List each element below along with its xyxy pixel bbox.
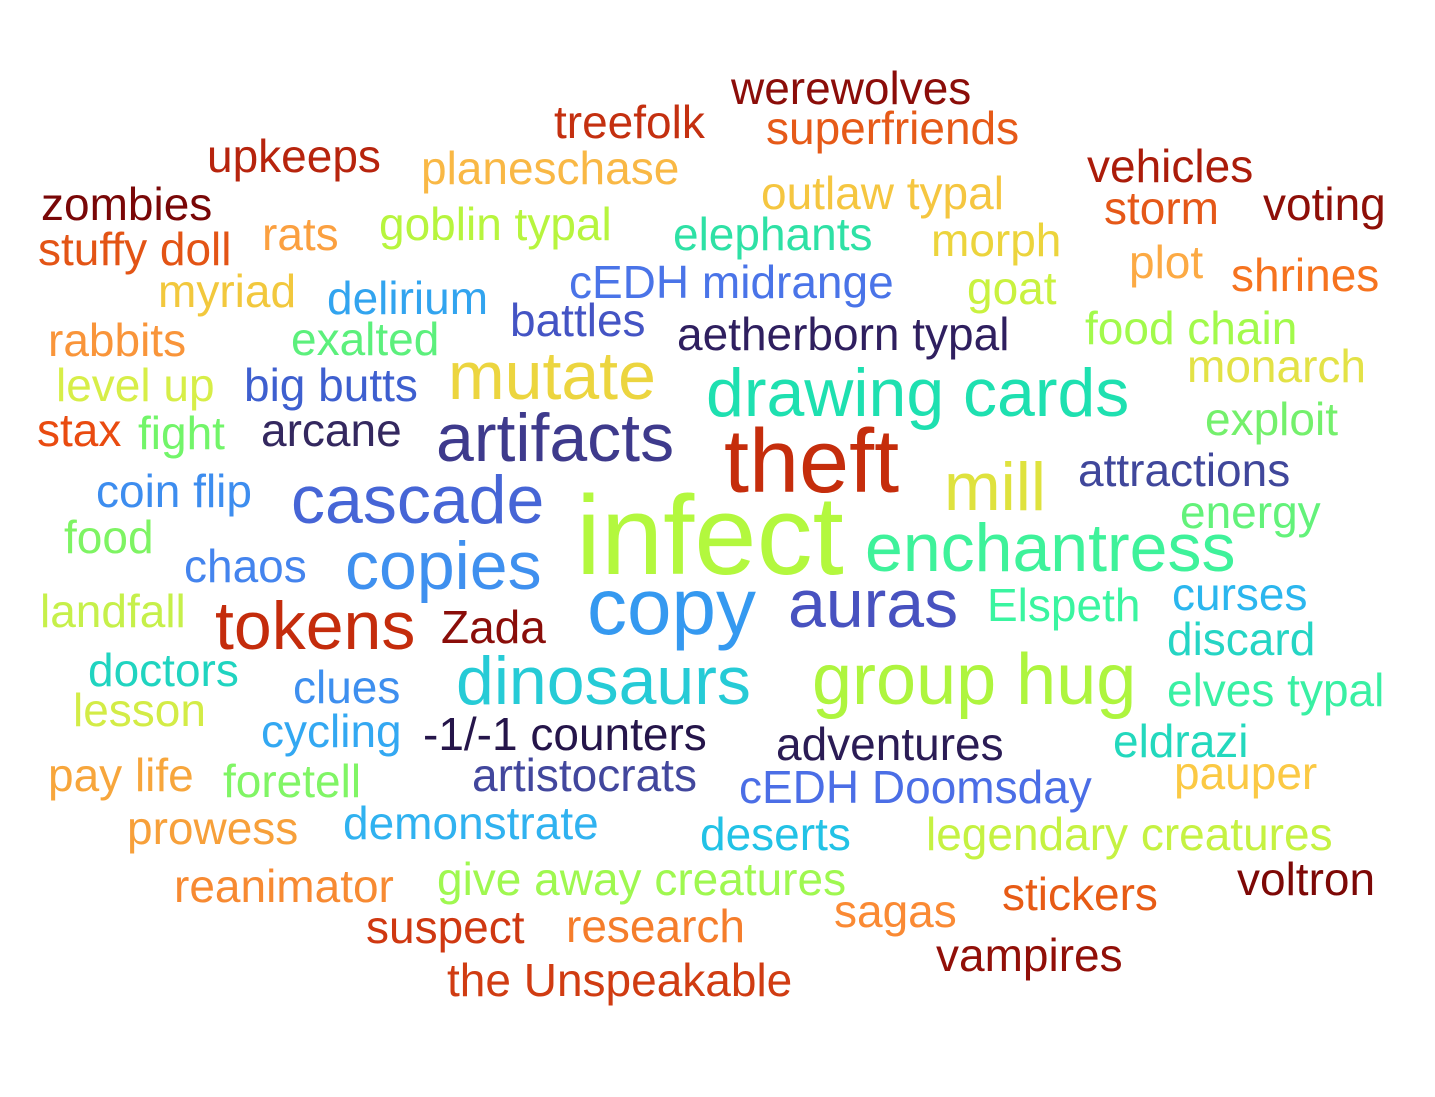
cloud-word-vehicles: vehicles [1087, 140, 1254, 192]
cloud-word-cascade: cascade [291, 462, 545, 538]
cloud-word-artistocrats: artistocrats [472, 749, 697, 801]
cloud-word-cycling: cycling [261, 705, 402, 757]
cloud-word-elves-typal: elves typal [1167, 664, 1385, 716]
cloud-word-food: food [64, 511, 154, 563]
cloud-word-foretell: foretell [223, 755, 362, 807]
cloud-word-plot: plot [1129, 236, 1204, 288]
cloud-word-treefolk: treefolk [554, 96, 705, 148]
cloud-word-upkeeps: upkeeps [207, 130, 381, 182]
cloud-word-exalted: exalted [291, 313, 440, 365]
cloud-word-sagas: sagas [834, 885, 957, 937]
cloud-word-tokens: tokens [215, 588, 416, 664]
cloud-word-pauper: pauper [1174, 747, 1318, 799]
cloud-word-copies: copies [345, 528, 542, 604]
cloud-word-clues: clues [293, 661, 401, 713]
cloud-word-energy: energy [1180, 486, 1321, 538]
cloud-word-reanimator: reanimator [174, 860, 394, 912]
cloud-word-shrines: shrines [1231, 249, 1380, 301]
cloud-word-elspeth: Elspeth [987, 579, 1141, 631]
cloud-word-food-chain: food chain [1085, 302, 1298, 354]
cloud-word-chaos: chaos [184, 540, 307, 592]
cloud-word-mutate: mutate [448, 338, 656, 414]
cloud-word-doctors: doctors [88, 644, 239, 696]
cloud-word-1-1-counters: -1/-1 counters [423, 708, 707, 760]
cloud-word-big-butts: big butts [244, 359, 418, 411]
cloud-word-mill: mill [944, 449, 1046, 525]
cloud-word-delirium: delirium [327, 272, 489, 324]
cloud-word-fight: fight [138, 407, 225, 459]
cloud-word-voting: voting [1263, 178, 1386, 230]
cloud-word-dinosaurs: dinosaurs [456, 643, 751, 719]
cloud-word-prowess: prowess [127, 802, 299, 854]
cloud-word-eldrazi: eldrazi [1113, 715, 1249, 767]
cloud-word-attractions: attractions [1078, 444, 1291, 496]
cloud-word-planeschase: planeschase [421, 142, 680, 194]
cloud-word-stax: stax [37, 404, 122, 456]
cloud-word-voltron: voltron [1237, 853, 1376, 905]
cloud-word-pay-life: pay life [48, 749, 194, 801]
cloud-word-battles: battles [510, 294, 646, 346]
cloud-word-adventures: adventures [776, 718, 1004, 770]
cloud-word-elephants: elephants [673, 208, 873, 260]
cloud-word-zada: Zada [441, 601, 546, 653]
cloud-word-aetherborn-typal: aetherborn typal [677, 308, 1010, 360]
cloud-word-goblin-typal: goblin typal [379, 198, 612, 250]
cloud-word-morph: morph [931, 214, 1062, 266]
cloud-word-vampires: vampires [936, 929, 1123, 981]
cloud-word-give-away-creatures: give away creatures [437, 853, 847, 905]
cloud-word-copy: copy [587, 562, 756, 651]
cloud-word-the-unspeakable: the Unspeakable [447, 954, 793, 1006]
cloud-word-suspect: suspect [366, 901, 525, 953]
cloud-word-zombies: zombies [41, 178, 213, 230]
cloud-word-exploit: exploit [1205, 393, 1338, 445]
cloud-word-demonstrate: demonstrate [343, 797, 599, 849]
cloud-word-stickers: stickers [1002, 868, 1158, 920]
cloud-word-goat: goat [967, 262, 1057, 314]
cloud-word-storm: storm [1104, 182, 1219, 234]
cloud-word-discard: discard [1167, 613, 1316, 665]
cloud-word-monarch: monarch [1187, 340, 1366, 392]
cloud-word-myriad: myriad [158, 265, 297, 317]
cloud-word-rabbits: rabbits [48, 314, 187, 366]
cloud-word-level-up: level up [56, 359, 215, 411]
cloud-word-deserts: deserts [700, 808, 851, 860]
cloud-word-legendary-creatures: legendary creatures [926, 808, 1333, 860]
cloud-word-enchantress: enchantress [865, 510, 1236, 586]
cloud-word-curses: curses [1172, 568, 1308, 620]
cloud-word-infect: infect [576, 473, 844, 598]
cloud-word-lesson: lesson [73, 684, 206, 736]
cloud-word-drawing-cards: drawing cards [706, 355, 1130, 431]
cloud-word-auras: auras [788, 566, 959, 642]
cloud-word-artifacts: artifacts [436, 400, 675, 476]
cloud-word-landfall: landfall [40, 585, 186, 637]
cloud-word-stuffy-doll: stuffy doll [38, 223, 232, 275]
cloud-word-coin-flip: coin flip [96, 465, 252, 517]
cloud-word-cedh-midrange: cEDH midrange [569, 256, 894, 308]
cloud-word-outlaw-typal: outlaw typal [761, 167, 1004, 219]
cloud-word-group-hug: group hug [812, 640, 1137, 720]
cloud-word-werewolves: werewolves [731, 62, 972, 114]
cloud-word-research: research [566, 900, 745, 952]
cloud-word-arcane: arcane [261, 404, 402, 456]
cloud-word-theft: theft [724, 412, 900, 512]
cloud-word-cedh-doomsday: cEDH Doomsday [739, 761, 1092, 813]
cloud-word-rats: rats [262, 208, 339, 260]
cloud-word-superfriends: superfriends [766, 102, 1020, 154]
